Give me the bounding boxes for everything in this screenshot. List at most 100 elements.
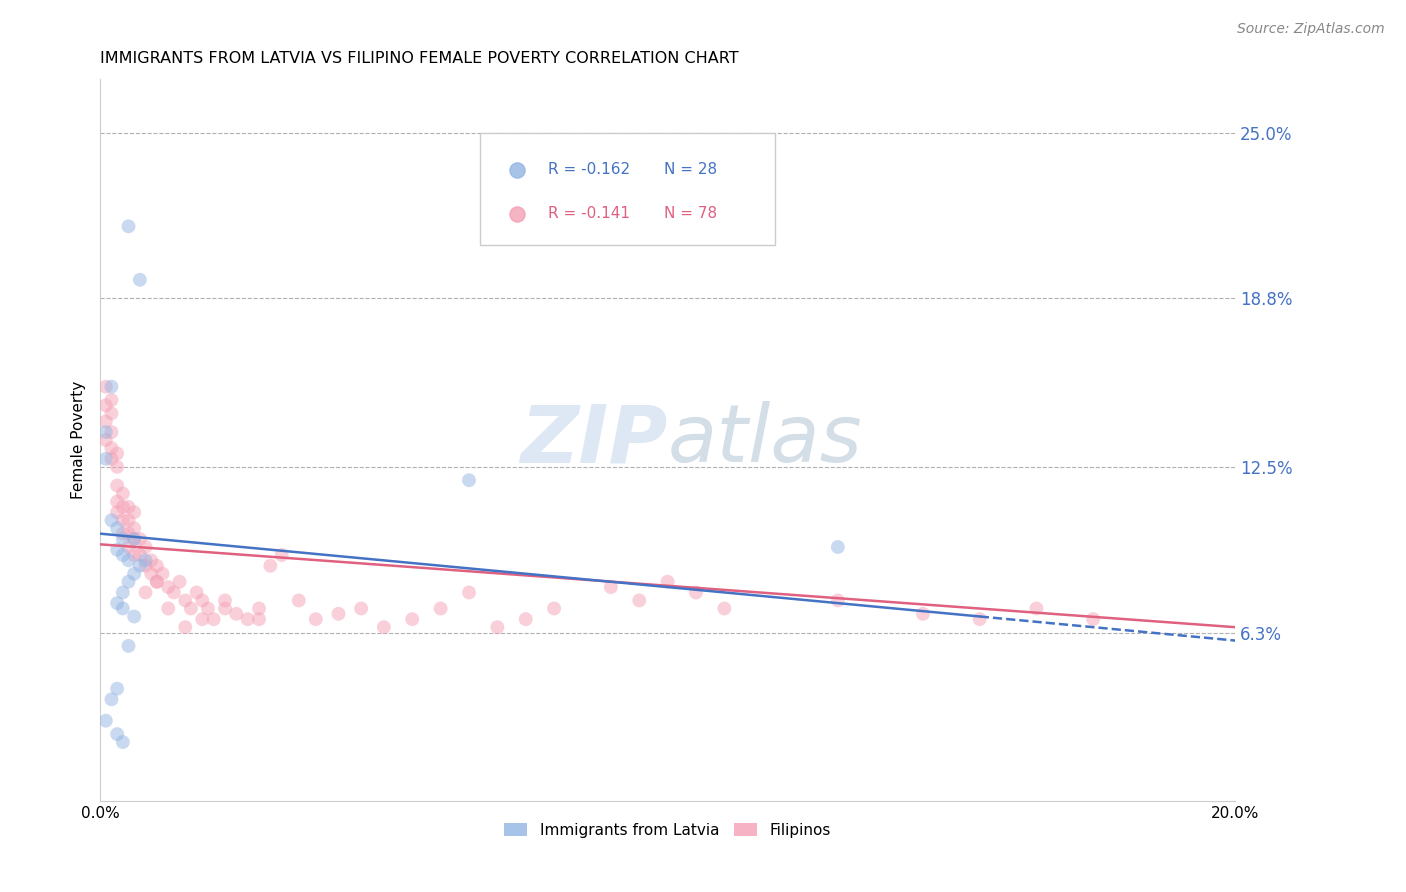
Point [146, 574, 169, 589]
Y-axis label: Female Poverty: Female Poverty [72, 381, 86, 500]
Point [141, 566, 163, 581]
Point [1083, 612, 1105, 626]
Point [105, 727, 128, 741]
Point [100, 379, 122, 393]
Point [111, 526, 134, 541]
Point [117, 219, 139, 234]
Point [599, 580, 621, 594]
Point [163, 585, 186, 599]
Point [128, 558, 150, 573]
Point [128, 273, 150, 287]
Text: IMMIGRANTS FROM LATVIA VS FILIPINO FEMALE POVERTY CORRELATION CHART: IMMIGRANTS FROM LATVIA VS FILIPINO FEMAL… [100, 51, 738, 66]
Point [117, 553, 139, 567]
Point [122, 532, 145, 546]
Point [135, 540, 157, 554]
Point [117, 639, 139, 653]
Point [236, 612, 259, 626]
Point [328, 607, 350, 621]
Point [174, 593, 197, 607]
Point [122, 566, 145, 581]
Point [122, 532, 145, 546]
Point [100, 406, 122, 420]
Point [214, 601, 236, 615]
Text: R = -0.162: R = -0.162 [548, 162, 630, 178]
Point [135, 553, 157, 567]
Point [122, 609, 145, 624]
Point [401, 612, 423, 626]
Point [247, 612, 270, 626]
Point [486, 620, 509, 634]
Point [105, 596, 128, 610]
Text: N = 28: N = 28 [664, 162, 717, 178]
Point [128, 548, 150, 562]
Point [685, 585, 707, 599]
Point [543, 601, 565, 615]
Point [105, 542, 128, 557]
Point [122, 521, 145, 535]
Point [169, 574, 191, 589]
Point [186, 585, 208, 599]
Point [141, 553, 163, 567]
Point [191, 612, 214, 626]
Point [105, 505, 128, 519]
Point [458, 585, 481, 599]
Point [111, 735, 134, 749]
Point [827, 593, 849, 607]
Point [100, 441, 122, 455]
Point [146, 558, 169, 573]
Point [157, 580, 180, 594]
Point [111, 601, 134, 615]
Point [135, 585, 157, 599]
Point [657, 574, 679, 589]
Point [128, 532, 150, 546]
Point [94, 714, 117, 728]
Point [373, 620, 395, 634]
Point [458, 473, 481, 487]
Point [515, 612, 537, 626]
Point [117, 574, 139, 589]
Text: R = -0.141: R = -0.141 [548, 206, 630, 221]
Point [117, 500, 139, 514]
Point [94, 433, 117, 447]
Point [429, 601, 451, 615]
Text: atlas: atlas [668, 401, 862, 479]
Point [100, 451, 122, 466]
Point [191, 593, 214, 607]
Point [117, 526, 139, 541]
Point [270, 548, 292, 562]
Point [111, 513, 134, 527]
Point [628, 593, 651, 607]
Point [122, 548, 145, 562]
Point [105, 459, 128, 474]
Point [197, 601, 219, 615]
Point [969, 612, 991, 626]
Point [111, 548, 134, 562]
Point [287, 593, 309, 607]
Point [135, 558, 157, 573]
Point [94, 451, 117, 466]
Point [152, 566, 174, 581]
Point [105, 521, 128, 535]
Point [111, 532, 134, 546]
Point [100, 692, 122, 706]
Point [94, 398, 117, 412]
Point [259, 558, 281, 573]
Point [146, 574, 169, 589]
Point [105, 478, 128, 492]
Point [122, 505, 145, 519]
Point [94, 414, 117, 428]
Point [117, 540, 139, 554]
Text: ZIP: ZIP [520, 401, 668, 479]
Point [100, 392, 122, 407]
Point [202, 612, 225, 626]
Legend: Immigrants from Latvia, Filipinos: Immigrants from Latvia, Filipinos [498, 816, 837, 844]
Point [117, 513, 139, 527]
Point [305, 612, 328, 626]
Point [100, 425, 122, 439]
Point [94, 425, 117, 439]
Text: N = 78: N = 78 [664, 206, 717, 221]
Point [111, 486, 134, 500]
Point [100, 513, 122, 527]
Text: Source: ZipAtlas.com: Source: ZipAtlas.com [1237, 22, 1385, 37]
Point [350, 601, 373, 615]
